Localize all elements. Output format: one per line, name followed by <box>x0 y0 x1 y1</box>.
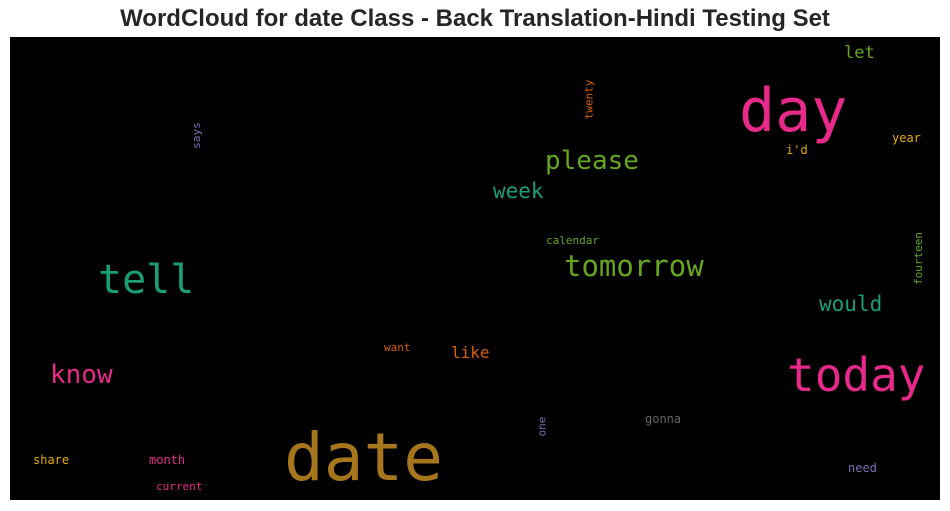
word-fourteen: fourteen <box>911 232 925 285</box>
word-would: would <box>819 292 883 316</box>
word-today: today <box>787 348 926 402</box>
word-week: week <box>493 179 544 203</box>
chart-title: WordCloud for date Class - Back Translat… <box>120 5 830 32</box>
word-calendar: calendar <box>546 234 599 247</box>
word-day: day <box>739 76 848 146</box>
word-current: current <box>156 480 203 493</box>
word-year: year <box>892 131 921 145</box>
word-share: share <box>33 453 70 467</box>
word-like: like <box>451 343 490 362</box>
word-please: please <box>545 146 639 176</box>
word-date: date <box>284 419 443 496</box>
word-says: says <box>189 122 203 149</box>
word-month: month <box>149 453 186 467</box>
word-need: need <box>848 461 877 475</box>
word-want: want <box>384 341 411 354</box>
word-one: one <box>535 416 549 437</box>
word-cloud: date day today tell tomorrow please know… <box>10 37 940 500</box>
word-know: know <box>50 360 113 390</box>
word-id: i'd <box>786 143 808 157</box>
word-tell: tell <box>98 257 195 303</box>
word-let: let <box>844 43 875 63</box>
word-gonna: gonna <box>645 412 682 426</box>
word-twenty: twenty <box>582 79 596 120</box>
word-tomorrow: tomorrow <box>564 249 704 283</box>
